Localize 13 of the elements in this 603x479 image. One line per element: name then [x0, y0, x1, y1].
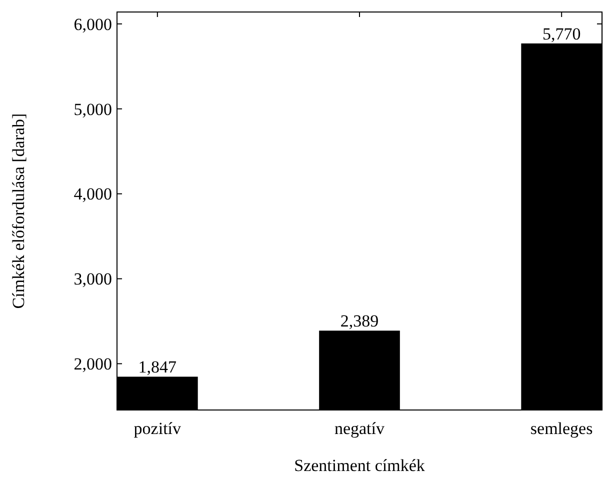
- x-tick-label: pozitív: [134, 419, 182, 438]
- y-axis-title: Címkék előfordulása [darab]: [9, 113, 28, 309]
- y-tick-label: 6,000: [74, 14, 112, 34]
- x-tick-label: semleges: [530, 419, 593, 438]
- data-label: 2,389: [340, 312, 379, 331]
- x-axis-title: Szentiment címkék: [294, 456, 426, 475]
- data-label: 1,847: [138, 358, 178, 377]
- y-tick-label: 5,000: [74, 100, 112, 119]
- x-tick-label: negatív: [334, 419, 386, 438]
- data-label: 5,770: [542, 24, 581, 44]
- y-tick-label: 2,000: [74, 354, 112, 374]
- y-tick-label: 4,000: [74, 184, 112, 204]
- y-tick-label: 3,000: [74, 270, 112, 289]
